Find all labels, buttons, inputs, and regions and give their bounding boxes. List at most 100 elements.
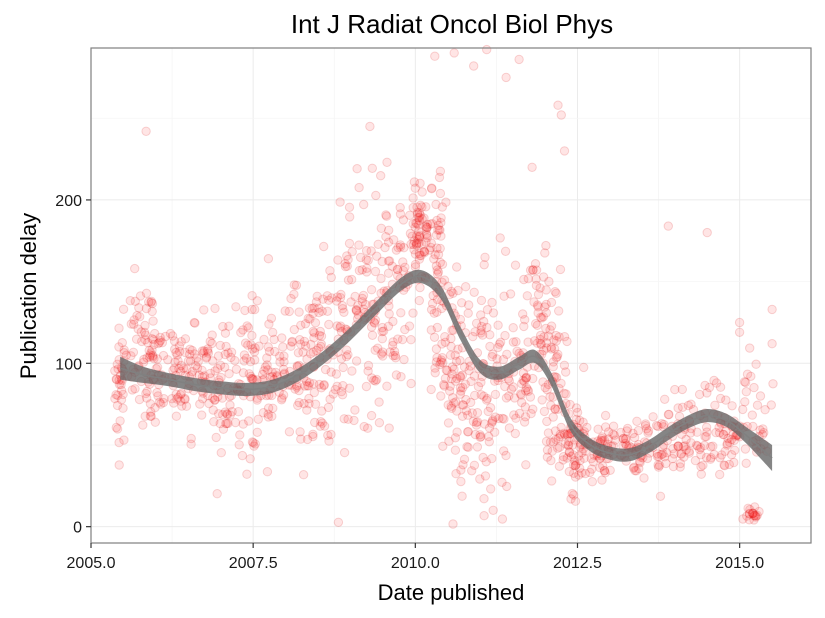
- data-point: [246, 455, 254, 463]
- data-point: [458, 492, 466, 500]
- chart-title: Int J Radiat Oncol Biol Phys: [291, 9, 613, 39]
- data-point: [187, 440, 195, 448]
- data-point: [415, 255, 423, 263]
- data-point: [345, 384, 353, 392]
- data-point: [447, 375, 455, 383]
- data-point: [332, 370, 340, 378]
- data-point: [297, 340, 305, 348]
- data-point: [741, 398, 749, 406]
- data-point: [112, 423, 120, 431]
- data-point: [413, 203, 421, 211]
- data-point: [462, 283, 470, 291]
- data-point: [327, 430, 335, 438]
- data-point: [142, 127, 150, 135]
- data-point: [350, 416, 358, 424]
- data-point: [496, 234, 504, 242]
- data-point: [371, 267, 379, 275]
- data-point: [212, 433, 220, 441]
- data-point: [509, 324, 517, 332]
- data-point: [305, 400, 313, 408]
- x-tick-label: 2005.0: [67, 555, 116, 572]
- data-point: [505, 424, 513, 432]
- data-point: [251, 356, 259, 364]
- data-point: [565, 448, 573, 456]
- data-point: [483, 45, 491, 53]
- data-point: [359, 291, 367, 299]
- data-point: [588, 465, 596, 473]
- data-point: [436, 189, 444, 197]
- x-tick-label: 2010.0: [391, 555, 440, 572]
- data-point: [730, 458, 738, 466]
- data-point: [556, 430, 564, 438]
- data-point: [495, 414, 503, 422]
- data-point: [221, 329, 229, 337]
- data-point: [457, 477, 465, 485]
- data-point: [217, 449, 225, 457]
- data-point: [336, 198, 344, 206]
- data-point: [263, 354, 271, 362]
- data-point: [437, 392, 445, 400]
- data-point: [464, 443, 472, 451]
- data-point: [502, 451, 510, 459]
- data-point: [318, 407, 326, 415]
- data-point: [656, 492, 664, 500]
- x-tick-label: 2007.5: [229, 555, 278, 572]
- data-point: [449, 520, 457, 528]
- data-point: [554, 350, 562, 358]
- data-point: [401, 263, 409, 271]
- data-point: [377, 172, 385, 180]
- data-point: [248, 331, 256, 339]
- data-point: [227, 353, 235, 361]
- data-point: [480, 495, 488, 503]
- data-point: [241, 339, 249, 347]
- data-point: [438, 340, 446, 348]
- data-point: [716, 470, 724, 478]
- data-point: [423, 220, 431, 228]
- data-point: [145, 298, 153, 306]
- data-point: [643, 425, 651, 433]
- data-point: [515, 55, 523, 63]
- data-point: [385, 310, 393, 318]
- data-point: [594, 425, 602, 433]
- data-point: [489, 350, 497, 358]
- data-point: [511, 261, 519, 269]
- data-point: [239, 420, 247, 428]
- data-point: [143, 387, 151, 395]
- data-point: [720, 461, 728, 469]
- data-point: [619, 434, 627, 442]
- data-point: [660, 453, 668, 461]
- data-point: [604, 428, 612, 436]
- data-point: [423, 231, 431, 239]
- data-point: [486, 342, 494, 350]
- data-point: [420, 247, 428, 255]
- data-point: [237, 328, 245, 336]
- data-point: [462, 407, 470, 415]
- data-point: [240, 357, 248, 365]
- data-point: [453, 428, 461, 436]
- data-point: [397, 309, 405, 317]
- data-point: [367, 286, 375, 294]
- data-point: [489, 506, 497, 514]
- data-point: [753, 401, 761, 409]
- data-point: [177, 338, 185, 346]
- data-point: [232, 303, 240, 311]
- x-tick-label: 2015.0: [715, 555, 764, 572]
- data-point: [489, 309, 497, 317]
- data-point: [309, 432, 317, 440]
- data-point: [405, 322, 413, 330]
- data-point: [348, 248, 356, 256]
- data-point: [768, 305, 776, 313]
- data-point: [454, 345, 462, 353]
- data-point: [544, 429, 552, 437]
- data-point: [243, 470, 251, 478]
- data-point: [760, 429, 768, 437]
- data-point: [351, 292, 359, 300]
- data-point: [396, 203, 404, 211]
- data-point: [206, 337, 214, 345]
- data-point: [410, 178, 418, 186]
- data-point: [735, 328, 743, 336]
- data-point: [345, 239, 353, 247]
- data-point: [676, 463, 684, 471]
- data-point: [601, 411, 609, 419]
